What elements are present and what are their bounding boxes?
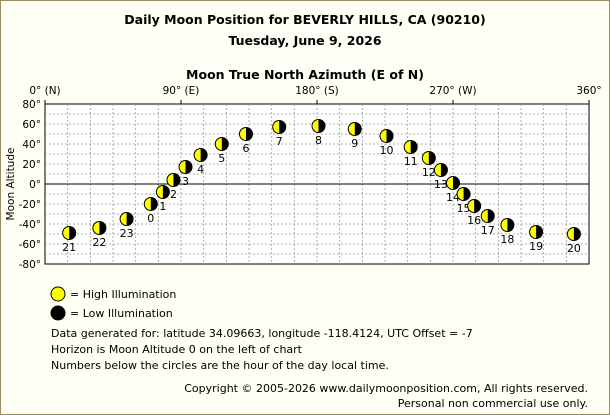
hour-label: 14 (446, 191, 460, 204)
copyright-line: Copyright © 2005-2026 www.dailymoonposit… (184, 382, 588, 395)
moon-point (433, 163, 448, 177)
hour-label: 7 (276, 135, 283, 148)
moon-point (119, 212, 134, 226)
y-tick-label: -60° (19, 239, 41, 251)
x-axis-title: Moon True North Azimuth (E of N) (186, 67, 424, 82)
hour-label: 13 (434, 178, 448, 191)
hour-label: 1 (159, 200, 166, 213)
moon-point (421, 151, 436, 165)
y-tick-label: 0° (29, 179, 41, 191)
moon-point (446, 176, 460, 190)
hour-label: 10 (380, 144, 394, 157)
legend-high-marker (50, 286, 66, 302)
moon-point (272, 120, 287, 134)
moon-point (238, 127, 253, 141)
hour-label: 15 (457, 202, 471, 215)
hour-label: 20 (567, 242, 581, 255)
moon-point (166, 173, 181, 187)
x-tick-label: 360° (576, 85, 601, 97)
info-line-horizon: Horizon is Moon Altitude 0 on the left o… (51, 343, 302, 356)
y-tick-label: 40° (22, 139, 41, 151)
hour-label: 6 (242, 142, 249, 155)
y-tick-label: 60° (22, 119, 41, 131)
moon-point (214, 137, 229, 151)
y-tick-label: 20° (22, 159, 41, 171)
hour-label: 18 (500, 233, 514, 246)
moon-point (155, 185, 170, 199)
hour-label: 19 (529, 240, 543, 253)
y-axis-title: Moon Altitude (5, 148, 17, 221)
moon-point (467, 199, 482, 213)
moon-point (500, 218, 515, 232)
moon-point (347, 122, 362, 136)
page-title: Daily Moon Position for BEVERLY HILLS, C… (124, 12, 486, 27)
moon-point (62, 226, 77, 240)
hour-label: 23 (120, 227, 134, 240)
moon-point (143, 197, 158, 211)
moon-point (480, 209, 495, 223)
legend-high-label: = High Illumination (70, 288, 177, 301)
x-tick-label: 90° (E) (163, 85, 200, 97)
copyright-usage-line: Personal non commercial use only. (397, 397, 588, 410)
hour-label: 11 (404, 155, 418, 168)
x-tick-label: 0° (N) (29, 85, 60, 97)
hour-label: 17 (481, 224, 495, 237)
page-subtitle: Tuesday, June 9, 2026 (228, 33, 382, 48)
moon-point (311, 119, 326, 133)
x-tick-label: 180° (S) (295, 85, 339, 97)
hour-label: 2 (170, 188, 177, 201)
legend-low-label: = Low Illumination (70, 307, 173, 320)
moon-point (529, 225, 544, 239)
hour-label: 5 (218, 152, 225, 165)
y-tick-label: -80° (19, 259, 41, 271)
hour-label: 9 (351, 137, 358, 150)
moon-point (379, 129, 394, 143)
hour-label: 12 (422, 166, 436, 179)
moon-point (566, 227, 581, 241)
hour-label: 22 (92, 236, 106, 249)
y-tick-label: -40° (19, 219, 41, 231)
info-line-hours: Numbers below the circles are the hour o… (51, 359, 389, 372)
hour-label: 0 (147, 212, 154, 225)
hour-label: 3 (182, 175, 189, 188)
moon-point (456, 187, 471, 201)
moon-point (178, 160, 193, 174)
moon-point (193, 148, 208, 162)
moon-point (92, 221, 107, 235)
hour-label: 21 (62, 241, 76, 254)
info-line-location: Data generated for: latitude 34.09663, l… (51, 327, 473, 340)
moon-point (403, 140, 418, 154)
hour-label: 8 (315, 134, 322, 147)
x-tick-label: 270° (W) (429, 85, 476, 97)
hour-label: 4 (197, 163, 204, 176)
hour-label: 16 (467, 214, 481, 227)
y-tick-label: -20° (19, 199, 41, 211)
y-tick-label: 80° (22, 99, 41, 111)
legend-low-marker (50, 305, 66, 321)
